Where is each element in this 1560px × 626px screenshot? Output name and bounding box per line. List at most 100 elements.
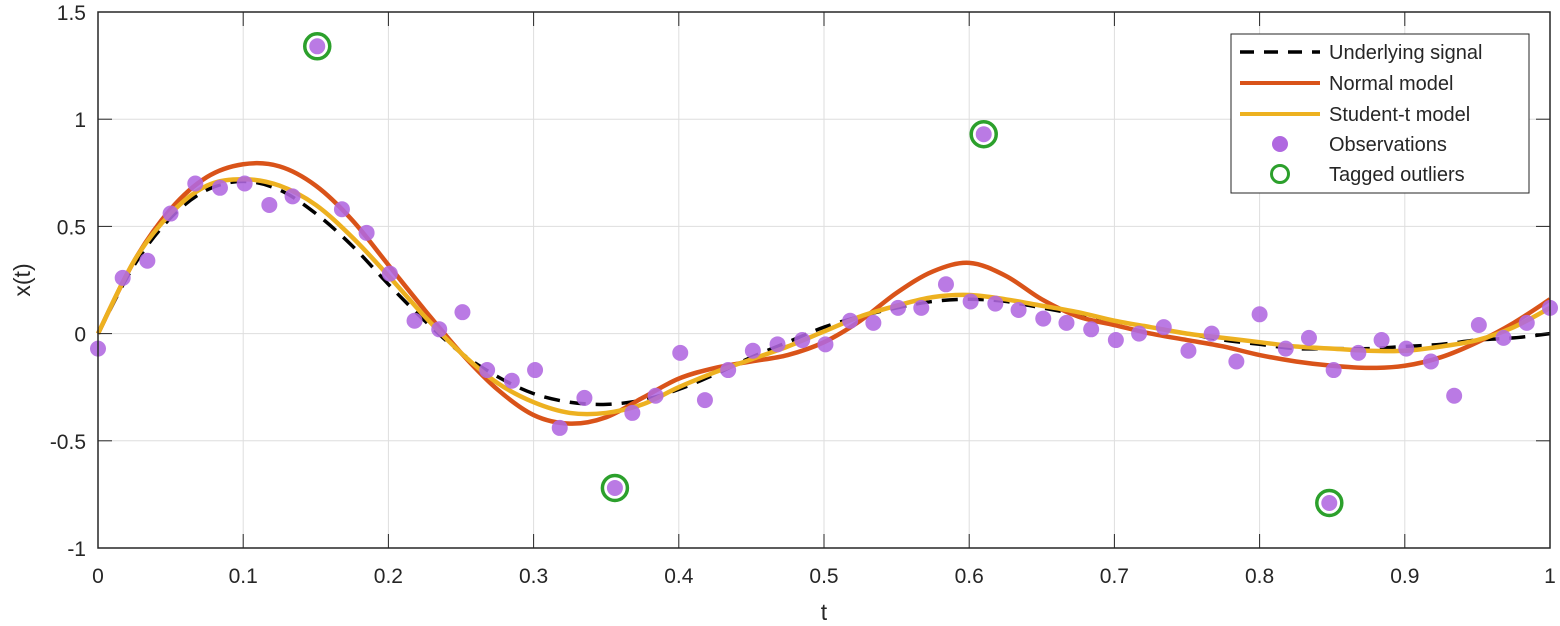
- legend-item-normal-model: Normal model: [1240, 73, 1453, 95]
- observation-point: [431, 321, 448, 338]
- observation-point: [527, 362, 544, 379]
- legend-item-student-t-model: Student-t model: [1240, 104, 1470, 126]
- observation-point: [913, 299, 930, 316]
- observation-point: [503, 372, 520, 389]
- observation-point: [1321, 494, 1338, 511]
- observation-point: [1398, 340, 1415, 357]
- tick-labels: 0 0.1 0.2 0.3 0.4 0.5 0.6 0.7 0.8 0.9 1 -1 -0.5 0 0.5 1…: [50, 2, 1556, 588]
- observation-point: [1180, 342, 1197, 359]
- observation-point: [1131, 325, 1148, 342]
- legend-label: Observations: [1329, 134, 1447, 156]
- x-axis-label: t: [821, 599, 828, 625]
- legend: Underlying signal Normal model Student-t…: [1230, 33, 1530, 194]
- filled-circle-icon: [1272, 136, 1288, 152]
- legend-item-tagged-outliers: Tagged outliers: [1270, 164, 1465, 186]
- observation-point: [696, 392, 713, 409]
- observation-point: [479, 362, 496, 379]
- y-tick-label: 0.5: [57, 216, 86, 239]
- y-tick-label: 1: [74, 109, 86, 132]
- axes-box: [97, 11, 1551, 549]
- observation-point: [162, 205, 179, 222]
- observation-point: [975, 126, 992, 143]
- observation-point: [551, 419, 568, 436]
- axes-frame: [97, 11, 1551, 549]
- observation-point: [842, 312, 859, 329]
- x-tick-label: 0.7: [1100, 565, 1129, 588]
- observation-point: [406, 312, 423, 329]
- y-tick-label: -0.5: [50, 431, 86, 454]
- open-circle-icon: [1270, 164, 1290, 184]
- legend-item-observations: Observations: [1272, 134, 1447, 156]
- observation-point: [720, 362, 737, 379]
- observation-point: [647, 387, 664, 404]
- student-t-model-line: [95, 176, 1552, 417]
- observation-point: [381, 265, 398, 282]
- legend-item-underlying-signal: Underlying signal: [1240, 42, 1482, 64]
- observation-point: [309, 38, 326, 55]
- observation-point: [1251, 306, 1268, 323]
- x-tick-label: 0.8: [1245, 565, 1274, 588]
- x-tick-label: 0.5: [809, 565, 838, 588]
- x-tick-label: 0.6: [955, 565, 984, 588]
- y-tick-label: 1.5: [57, 2, 86, 25]
- x-tick-label: 0.9: [1390, 565, 1419, 588]
- observation-point: [1373, 332, 1390, 349]
- observation-point: [1010, 302, 1027, 319]
- observation-point: [1277, 340, 1294, 357]
- observation-point: [865, 314, 882, 331]
- observation-point: [937, 276, 954, 293]
- observation-point: [672, 344, 689, 361]
- observation-point: [284, 188, 301, 205]
- observation-point: [794, 332, 811, 349]
- observation-point: [1228, 353, 1245, 370]
- series-layer: [90, 32, 1558, 518]
- x-tick-label: 0.2: [374, 565, 403, 588]
- observation-point: [333, 201, 350, 218]
- observation-point: [744, 342, 761, 359]
- observation-point: [261, 196, 278, 213]
- outlier-marker: [303, 32, 332, 61]
- observation-point: [1470, 317, 1487, 334]
- observation-point: [1083, 321, 1100, 338]
- outlier-marker: [600, 473, 630, 503]
- observation-point: [114, 269, 131, 286]
- observation-point: [1058, 314, 1075, 331]
- outlier-marker: [1315, 488, 1344, 518]
- observation-point: [1107, 332, 1124, 349]
- y-axis-label: x(t): [9, 263, 35, 296]
- observation-point: [1350, 344, 1367, 361]
- y-tick-label: 0: [74, 324, 86, 347]
- observation-point: [1446, 387, 1463, 404]
- observation-point: [987, 295, 1004, 312]
- observation-point: [890, 299, 907, 316]
- observation-point: [606, 479, 623, 496]
- observation-point: [1203, 325, 1220, 342]
- observation-point: [1035, 310, 1052, 327]
- x-tick-label: 0.4: [664, 565, 694, 588]
- observation-point: [576, 389, 593, 406]
- observation-point: [211, 179, 228, 196]
- legend-label: Student-t model: [1329, 104, 1470, 126]
- legend-label: Tagged outliers: [1329, 164, 1465, 186]
- observation-point: [962, 293, 979, 310]
- x-tick-label: 0.3: [519, 565, 548, 588]
- observation-point: [1495, 329, 1512, 346]
- observation-point: [1518, 314, 1535, 331]
- legend-label: Underlying signal: [1329, 42, 1482, 64]
- x-tick-label: 0.1: [229, 565, 258, 588]
- x-tick-label: 1: [1544, 565, 1556, 588]
- observation-point: [187, 175, 204, 192]
- observation-point: [139, 252, 156, 269]
- observation-point: [358, 224, 375, 241]
- observation-point: [236, 175, 253, 192]
- observation-point: [454, 304, 471, 321]
- observation-point: [769, 336, 786, 353]
- observation-point: [1422, 353, 1439, 370]
- observation-point: [624, 404, 641, 421]
- x-tick-label: 0: [92, 565, 104, 588]
- y-tick-label: -1: [67, 538, 86, 561]
- observation-point: [1325, 362, 1342, 379]
- outlier-marker: [969, 119, 998, 149]
- observation-point: [1155, 319, 1172, 336]
